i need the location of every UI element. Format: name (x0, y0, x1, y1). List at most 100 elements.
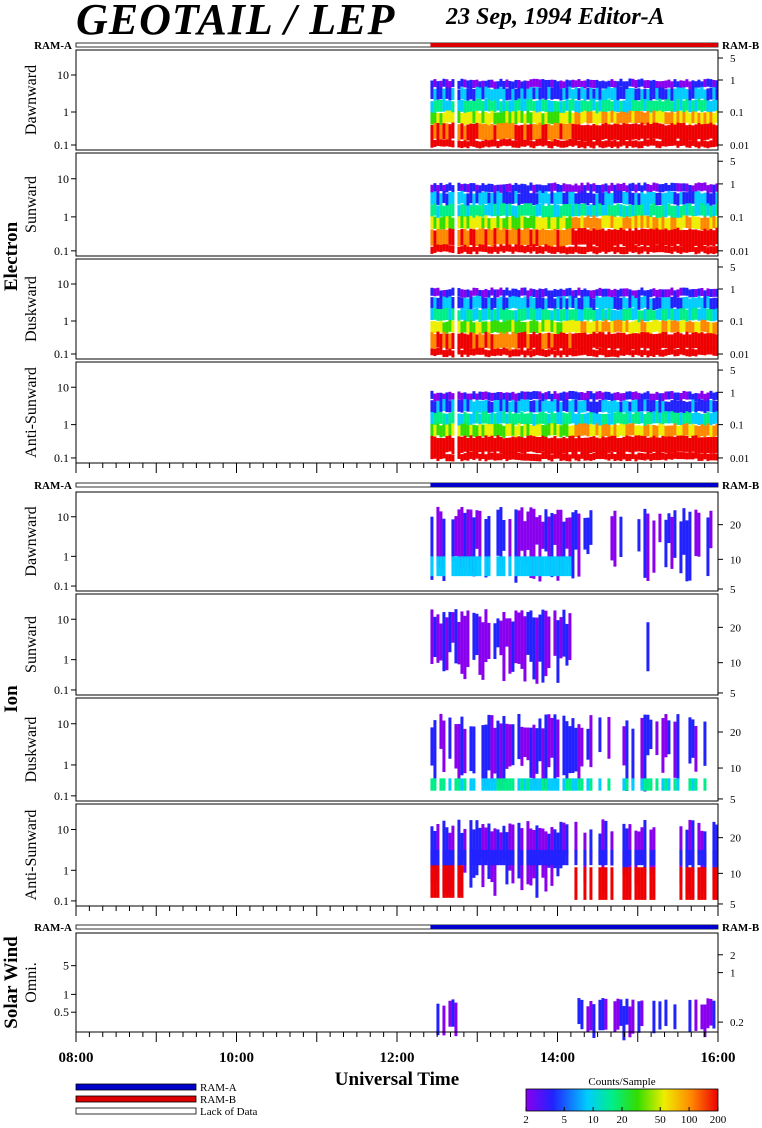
left-tick-label: 1 (63, 314, 69, 328)
right-tick-label: 1 (730, 968, 736, 980)
colorbar-tick-label: 100 (681, 1114, 698, 1126)
mode-bar-right-label: RAM-B (722, 480, 760, 492)
right-tick-label: 1 (730, 75, 736, 87)
panel-ylabel: Sunward (23, 616, 40, 673)
left-tick-label: 1 (63, 987, 69, 1001)
mode-bar-fill (430, 43, 718, 47)
right-tick-label: 5 (730, 688, 736, 700)
mode-bar-right-label: RAM-B (722, 40, 760, 52)
x-tick-label: 10:00 (219, 1050, 254, 1066)
right-tick-label: 5 (730, 53, 736, 65)
right-tick-label: 10 (730, 658, 742, 670)
right-tick-label: 1 (730, 387, 736, 399)
plot-title: GEOTAIL / LEP (76, 0, 396, 44)
x-tick-label: 14:00 (540, 1050, 575, 1066)
panel-ylabel: Anti-Sunward (23, 810, 40, 901)
right-tick-label: 0.1 (730, 316, 744, 328)
left-tick-label: 0.5 (54, 1005, 69, 1019)
right-tick-label: 5 (730, 365, 736, 377)
left-tick-label: 0.1 (54, 347, 69, 361)
right-tick-label: 0.1 (730, 212, 744, 224)
left-tick-label: 1 (63, 418, 69, 432)
left-tick-label: 10 (57, 612, 69, 626)
panel-ylabel: Dawnward (23, 506, 40, 576)
panel-electron-dawnward: Dawnward 10 1 0.1 5 1 0.1 0.01 (23, 49, 749, 152)
mode-bar-fill (430, 925, 718, 929)
left-tick-label: 1 (63, 549, 69, 563)
right-tick-label: 0.01 (730, 453, 749, 465)
panel-ylabel: Omni. (23, 962, 40, 1002)
right-tick-label: 0.2 (730, 1017, 744, 1029)
left-tick-label: 5 (63, 959, 69, 973)
left-tick-label: 1 (63, 210, 69, 224)
x-tick-label: 16:00 (701, 1050, 736, 1066)
colorbar-tick-label: 2 (523, 1114, 529, 1126)
legend-swatch (75, 1095, 197, 1103)
mode-bar-right-label: RAM-B (722, 922, 760, 934)
left-tick-label: 10 (57, 172, 69, 186)
colorbar-tick-label: 10 (588, 1114, 600, 1126)
right-tick-label: 10 (730, 868, 742, 880)
panel-ylabel: Duskward (23, 717, 40, 783)
colorbar-tick-label: 5 (561, 1114, 567, 1126)
colorbar-tick-label: 200 (710, 1114, 727, 1126)
left-tick-label: 1 (63, 863, 69, 877)
panel-ylabel: Duskward (23, 276, 40, 342)
right-tick-label: 20 (730, 520, 742, 532)
right-tick-label: 2 (730, 950, 736, 962)
right-tick-label: 20 (730, 622, 742, 634)
panel-solar-wind-omni-: Omni. 5 1 0.5 2 1 0.2 (23, 932, 744, 1041)
left-tick-label: 1 (63, 758, 69, 772)
panel-ylabel: Dawnward (23, 65, 40, 135)
mode-bar-left-label: RAM-A (34, 922, 72, 934)
right-tick-label: 10 (730, 763, 742, 775)
mode-bar-left-label: RAM-A (34, 480, 72, 492)
panel-ion-sunward: Sunward 10 1 0.1 20 10 5 (23, 593, 742, 700)
right-tick-label: 0.1 (730, 107, 744, 119)
right-tick-label: 5 (730, 262, 736, 274)
panel-ion-duskward: Duskward 10 1 0.1 20 10 5 (23, 697, 742, 806)
group-label: Solar Wind (1, 936, 22, 1029)
left-tick-label: 10 (57, 510, 69, 524)
right-tick-label: 20 (730, 727, 742, 739)
group-label: Ion (1, 685, 22, 713)
mode-bar-left-label: RAM-A (34, 40, 72, 52)
left-tick-label: 0.1 (54, 894, 69, 908)
legend-label: Lack of Data (200, 1106, 258, 1118)
legend-label: RAM-B (200, 1094, 236, 1106)
left-tick-label: 0.1 (54, 244, 69, 258)
plot-subtitle: 23 Sep, 1994 Editor-A (446, 4, 665, 30)
left-tick-label: 10 (57, 68, 69, 82)
right-tick-label: 5 (730, 156, 736, 168)
panel-electron-anti-sunward: Anti-Sunward 10 1 0.1 5 1 0.1 0.01 (23, 361, 749, 465)
group-label: Electron (1, 221, 22, 291)
right-tick-label: 0.01 (730, 246, 749, 258)
right-tick-label: 1 (730, 179, 736, 191)
panel-ylabel: Anti-Sunward (23, 367, 40, 458)
panel-ion-anti-sunward: Anti-Sunward 10 1 0.1 20 10 5 (23, 803, 742, 911)
mode-bar-fill (430, 483, 718, 487)
panel-ylabel: Sunward (23, 176, 40, 233)
panel-electron-sunward: Sunward 10 1 0.1 5 1 0.1 0.01 (23, 152, 749, 258)
left-tick-label: 0.1 (54, 138, 69, 152)
left-tick-label: 10 (57, 277, 69, 291)
left-tick-label: 0.1 (54, 789, 69, 803)
left-tick-label: 1 (63, 105, 69, 119)
right-tick-label: 0.1 (730, 420, 744, 432)
colorbar-tick-label: 20 (617, 1114, 629, 1126)
right-tick-label: 0.01 (730, 140, 749, 152)
legend-swatch (75, 1107, 197, 1115)
left-tick-label: 0.1 (54, 451, 69, 465)
left-tick-label: 1 (63, 653, 69, 667)
colorbar-title: Counts/Sample (588, 1076, 655, 1088)
colorbar-tick-label: 50 (655, 1114, 667, 1126)
right-tick-label: 1 (730, 284, 736, 296)
panel-electron-duskward: Duskward 10 1 0.1 5 1 0.1 0.01 (23, 258, 749, 361)
right-tick-label: 5 (730, 584, 736, 596)
right-tick-label: 0.01 (730, 349, 749, 361)
legend-swatch (75, 1083, 197, 1091)
right-tick-label: 20 (730, 833, 742, 845)
x-tick-label: 12:00 (380, 1050, 415, 1066)
right-tick-label: 10 (730, 554, 742, 566)
